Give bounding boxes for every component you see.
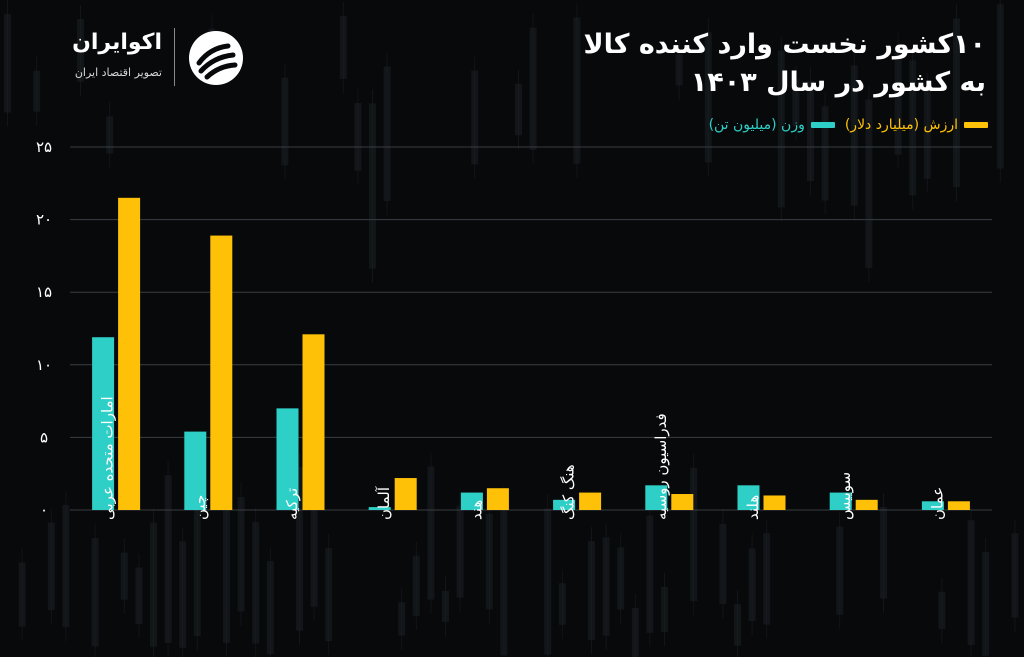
title-line-2: به کشور در سال ۱۴۰۳ [690,67,986,98]
x-tick-label: هند [467,500,485,520]
bar-value [118,197,141,510]
bar-weight [368,507,391,510]
bar-weight [553,499,576,510]
legend-item-value: ارزش (میلیارد دلار) [845,117,988,133]
legend-swatch-value [964,122,988,128]
y-tick-label: ۲۵ [36,138,52,156]
bar-weight [184,431,207,510]
bar-weight [92,337,115,510]
y-tick-label: ۱۵ [36,283,52,301]
legend-item-weight: وزن (میلیون تن) [709,117,835,133]
y-tick-label: ۲۰ [36,211,52,229]
logo: اکوایران تصویر اقتصاد ایران [38,26,268,90]
bar-value [210,235,233,510]
x-tick-label: فدراسیون روسیه [652,413,670,520]
x-tick-label: عمان [928,487,946,520]
bar-value [671,494,694,510]
bar-value [947,501,970,510]
bar-value [763,495,786,510]
y-tick-label: ۰ [40,501,48,519]
legend-label-weight: وزن (میلیون تن) [708,117,805,133]
bar-weight [460,492,483,510]
logo-name: اکوایران [72,30,162,55]
logo-mark-icon [189,31,243,85]
y-tick-label: ۵ [40,428,48,446]
bar-value [486,488,509,510]
bar-value [302,334,325,510]
title-line-1: ۱۰کشور نخست وارد کننده کالا [583,29,986,60]
x-tick-label: سوییس [836,472,854,520]
x-tick-label: هنگ کنگ [560,464,578,520]
logo-divider [174,28,175,86]
y-tick-label: ۱۰ [36,356,52,374]
bar-value [855,499,878,510]
legend-label-value: ارزش (میلیارد دلار) [844,117,958,133]
x-tick-label: آلمان [375,486,393,520]
bar-weight [276,408,299,510]
bar-value [579,492,602,510]
bar-weight [645,485,668,510]
page-title: ۱۰کشور نخست وارد کننده کالا به کشور در س… [386,26,986,102]
bar-weight [829,492,852,510]
x-tick-label: ترکیه [283,488,301,520]
legend-swatch-weight [810,122,835,128]
bar-weight [921,501,944,510]
chart-legend: ارزش (میلیارد دلار) وزن (میلیون تن) [709,117,988,133]
x-tick-label: هلند [744,495,762,520]
logo-tagline: تصویر اقتصاد ایران [74,66,162,79]
x-tick-label: امارات متحده عربی [99,396,117,520]
bar-value [394,478,417,510]
bar-weight [737,485,760,510]
x-tick-label: چین [191,495,209,520]
